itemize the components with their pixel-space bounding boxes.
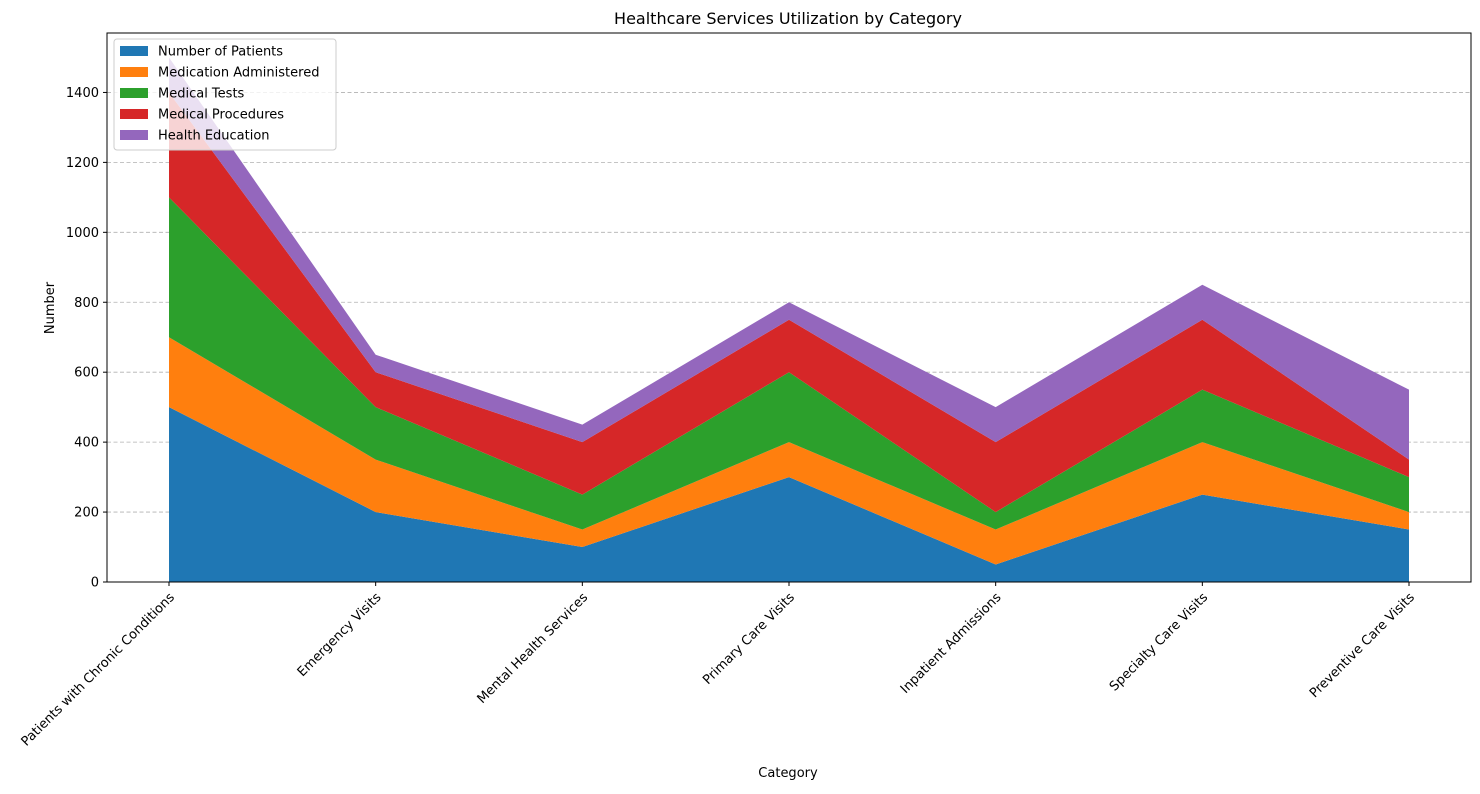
x-tick-label: Specialty Care Visits (1107, 590, 1211, 694)
y-axis-label: Number (43, 281, 58, 334)
legend: Number of Patients Medication Administere… (113, 38, 337, 151)
area-series-1 (169, 407, 1409, 582)
area-series-5 (169, 57, 1409, 460)
y-tick-label: 0 (91, 576, 99, 591)
legend-swatch (120, 67, 148, 77)
y-tick-label: 600 (74, 366, 99, 381)
legend-label: Number of Patients (158, 45, 283, 60)
area-series-4 (169, 92, 1409, 513)
y-tick-label: 200 (74, 506, 99, 521)
x-tick-label: Preventive Care Visits (1307, 590, 1418, 701)
x-tick-label: Inpatient Admissions (898, 590, 1005, 697)
y-tick-label: 1400 (66, 86, 99, 101)
area-series-2 (169, 337, 1409, 565)
legend-label: Medical Tests (158, 87, 245, 102)
x-tick-label: Mental Health Services (475, 590, 592, 707)
legend-swatch (120, 46, 148, 56)
legend-swatch (120, 109, 148, 119)
legend-label: Medical Procedures (158, 108, 284, 123)
legend-label: Medication Administered (158, 66, 319, 81)
area-layer (169, 57, 1409, 582)
chart-title: Healthcare Services Utilization by Categ… (614, 9, 962, 28)
y-tick-label: 800 (74, 296, 99, 311)
y-tick-label: 1000 (66, 226, 99, 241)
legend-swatch (120, 88, 148, 98)
x-axis-label: Category (758, 766, 818, 781)
y-tick-label: 1200 (66, 156, 99, 171)
legend-label: Health Education (158, 129, 270, 144)
x-tick-label: Patients with Chronic Conditions (19, 590, 178, 749)
x-tick-label: Emergency Visits (295, 590, 385, 680)
legend-swatch (120, 130, 148, 140)
legend-box (113, 38, 337, 151)
y-tick-label: 400 (74, 436, 99, 451)
x-tick-label: Primary Care Visits (700, 590, 798, 688)
